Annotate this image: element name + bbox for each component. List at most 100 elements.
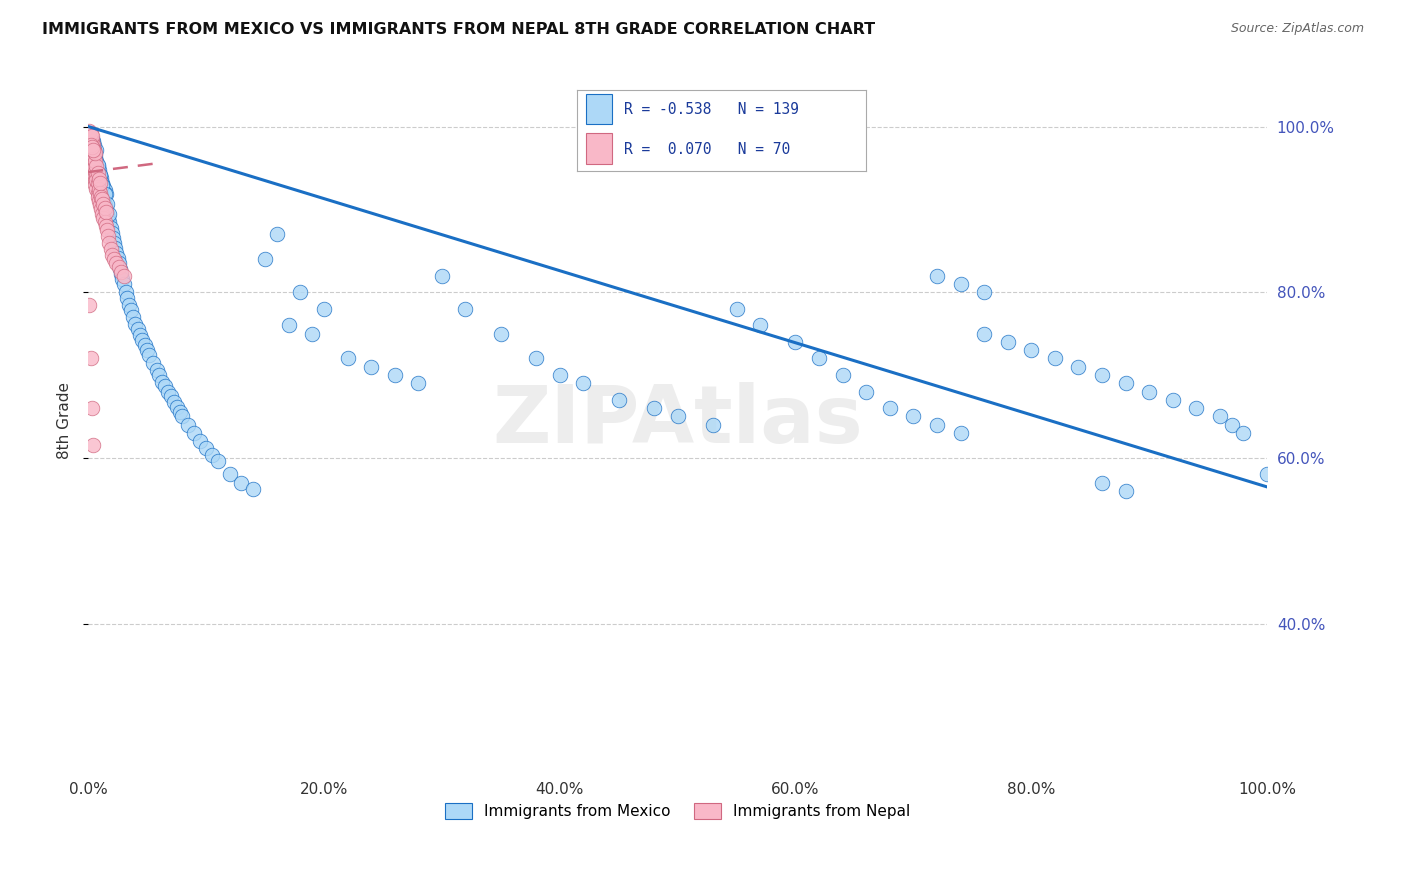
Point — [79, 140, 101, 154]
Point — [129, 328, 152, 343]
Point — [188, 434, 211, 449]
Point — [103, 252, 125, 266]
Point — [266, 227, 288, 242]
Point — [83, 161, 105, 175]
Point — [122, 310, 145, 324]
Point — [80, 153, 103, 167]
Point — [86, 158, 108, 172]
Point — [201, 448, 224, 462]
Point — [808, 351, 831, 366]
Point — [152, 375, 174, 389]
Point — [973, 326, 995, 341]
Point — [80, 132, 103, 146]
Point — [169, 404, 191, 418]
Point — [91, 176, 114, 190]
Point — [83, 161, 105, 175]
Point — [86, 186, 108, 200]
Point — [93, 187, 115, 202]
Point — [79, 123, 101, 137]
Point — [195, 441, 218, 455]
Point — [166, 400, 188, 414]
Point — [96, 197, 118, 211]
Point — [93, 198, 115, 212]
Point — [89, 186, 111, 200]
Point — [98, 207, 121, 221]
Point — [79, 298, 101, 312]
Point — [86, 181, 108, 195]
Point — [105, 256, 128, 270]
Point — [301, 326, 323, 341]
Point — [145, 363, 167, 377]
Point — [86, 169, 108, 184]
Point — [172, 409, 194, 424]
Point — [93, 211, 115, 225]
Point — [87, 194, 110, 208]
Point — [1161, 392, 1184, 407]
Point — [94, 187, 117, 202]
Point — [93, 201, 115, 215]
Point — [925, 417, 948, 432]
Point — [94, 202, 117, 217]
Point — [93, 194, 115, 208]
Point — [86, 169, 108, 184]
Point — [80, 129, 103, 144]
Point — [80, 132, 103, 146]
Point — [96, 223, 118, 237]
Point — [973, 285, 995, 300]
Point — [83, 148, 105, 162]
Point — [1137, 384, 1160, 399]
Point — [702, 417, 724, 432]
Point — [93, 196, 115, 211]
Point — [97, 228, 120, 243]
Point — [360, 359, 382, 374]
Point — [148, 368, 170, 382]
Point — [1185, 401, 1208, 416]
Point — [84, 173, 107, 187]
Point — [79, 128, 101, 142]
Point — [949, 277, 972, 291]
Point — [82, 135, 104, 149]
Point — [111, 272, 134, 286]
Point — [93, 215, 115, 229]
Point — [83, 143, 105, 157]
Point — [86, 154, 108, 169]
Point — [82, 143, 104, 157]
Point — [86, 159, 108, 173]
Point — [82, 438, 104, 452]
Point — [384, 368, 406, 382]
Point — [1019, 343, 1042, 358]
Point — [231, 475, 253, 490]
Point — [87, 171, 110, 186]
Point — [131, 333, 153, 347]
Point — [80, 154, 103, 169]
Point — [855, 384, 877, 399]
Point — [89, 176, 111, 190]
Point — [94, 219, 117, 233]
Point — [524, 351, 547, 366]
Point — [1115, 376, 1137, 391]
Point — [749, 318, 772, 333]
Point — [94, 204, 117, 219]
Point — [96, 206, 118, 220]
Point — [90, 202, 112, 217]
Point — [86, 143, 108, 157]
Point — [89, 168, 111, 182]
Point — [89, 181, 111, 195]
Point — [100, 226, 122, 240]
Point — [548, 368, 571, 382]
Point — [91, 206, 114, 220]
Point — [79, 140, 101, 154]
Point — [79, 126, 101, 140]
Point — [607, 392, 630, 407]
Point — [82, 165, 104, 179]
Point — [80, 140, 103, 154]
Point — [142, 356, 165, 370]
Point — [82, 145, 104, 159]
Point — [489, 326, 512, 341]
Point — [107, 256, 129, 270]
Point — [572, 376, 595, 391]
Point — [86, 173, 108, 187]
Point — [136, 343, 159, 358]
Point — [98, 215, 121, 229]
Point — [725, 301, 748, 316]
